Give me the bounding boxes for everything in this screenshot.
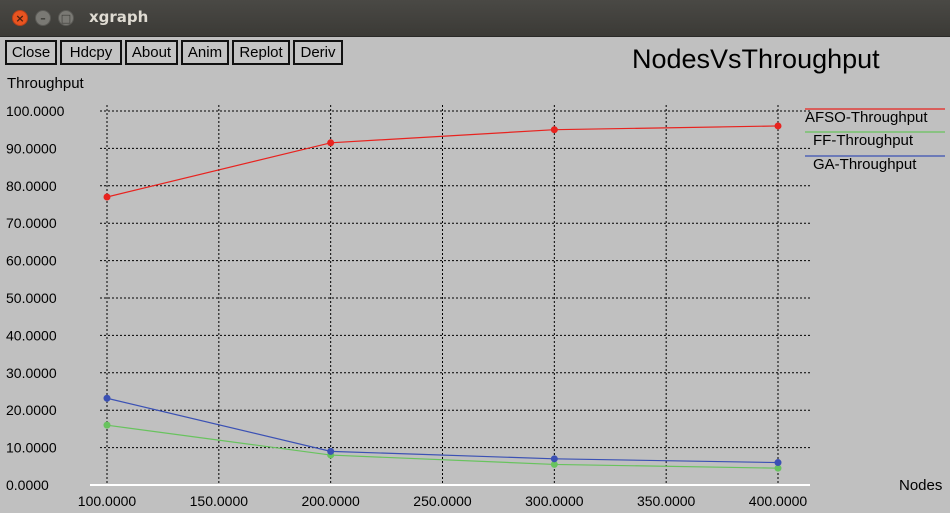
data-point — [774, 459, 782, 467]
legend-entry: GA-Throughput — [813, 156, 917, 173]
x-axis-label: Nodes — [899, 477, 943, 494]
hdcpy-button[interactable]: Hdcpy — [60, 40, 122, 65]
series-lines — [103, 122, 782, 472]
data-point — [550, 460, 558, 468]
data-point — [327, 447, 335, 455]
data-point — [550, 126, 558, 134]
legend: AFSO-Throughput FF-Throughput GA-Throughpu… — [805, 108, 945, 173]
anim-button[interactable]: Anim — [181, 40, 229, 65]
close-button[interactable]: Close — [5, 40, 57, 65]
replot-button[interactable]: Replot — [232, 40, 290, 65]
y-axis-label: Throughput — [7, 75, 84, 92]
x-tick-label: 300.0000 — [525, 493, 584, 509]
x-tick-label: 400.0000 — [749, 493, 808, 509]
grid — [90, 105, 810, 486]
legend-entry: FF-Throughput — [813, 132, 914, 149]
x-tick-label: 100.0000 — [78, 493, 137, 509]
data-point — [103, 394, 111, 402]
window-close-icon[interactable]: × — [12, 10, 28, 26]
y-tick-label: 10.0000 — [6, 440, 57, 456]
legend-entry: AFSO-Throughput — [805, 109, 928, 126]
about-button[interactable]: About — [125, 40, 178, 65]
data-point — [774, 464, 782, 472]
y-tick-label: 100.0000 — [6, 103, 65, 119]
series-line-2 — [106, 397, 779, 464]
y-tick-label: 60.0000 — [6, 253, 57, 269]
data-point — [327, 139, 335, 147]
y-tick-label: 50.0000 — [6, 290, 57, 306]
title-bar: × – □ xgraph — [0, 0, 950, 37]
data-point — [774, 122, 782, 130]
y-tick-label: 90.0000 — [6, 140, 57, 156]
y-tick-label: 40.0000 — [6, 327, 57, 343]
tick-labels: 0.0000 10.0000 20.0000 30.0000 40.0000 50.000… — [6, 103, 807, 509]
x-tick-label: 200.0000 — [301, 493, 360, 509]
x-tick-label: 350.0000 — [637, 493, 696, 509]
data-point — [550, 455, 558, 463]
data-point — [103, 421, 111, 429]
y-tick-label: 70.0000 — [6, 215, 57, 231]
x-tick-label: 250.0000 — [413, 493, 472, 509]
y-tick-label: 80.0000 — [6, 178, 57, 194]
series-line-0 — [106, 125, 779, 198]
deriv-button[interactable]: Deriv — [293, 40, 343, 65]
window-title: xgraph — [89, 8, 149, 26]
window-maximize-icon[interactable]: □ — [58, 10, 74, 26]
x-tick-label: 150.0000 — [190, 493, 249, 509]
window-minimize-icon[interactable]: – — [35, 10, 51, 26]
series-line-1 — [106, 424, 779, 469]
y-tick-label: 20.0000 — [6, 402, 57, 418]
y-tick-label: 30.0000 — [6, 365, 57, 381]
y-tick-label: 0.0000 — [6, 477, 49, 493]
chart-title: NodesVsThroughput — [632, 44, 880, 74]
data-point — [103, 193, 111, 201]
